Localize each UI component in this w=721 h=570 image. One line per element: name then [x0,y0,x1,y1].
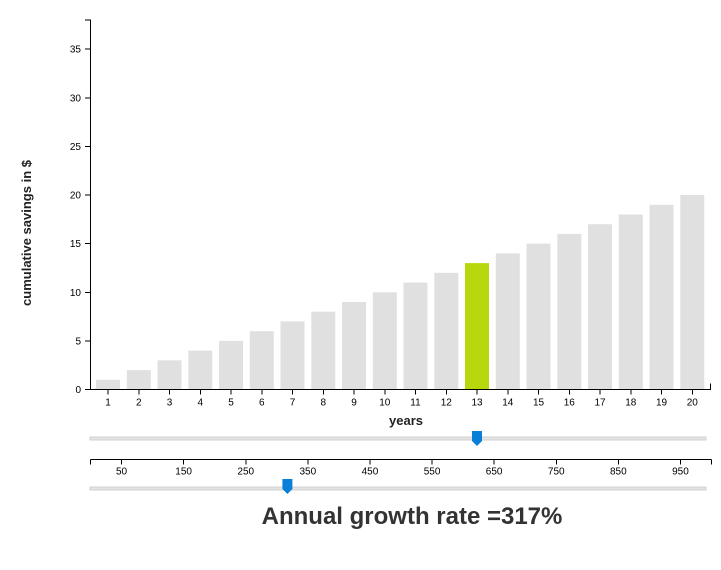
x-tick-label: 5 [228,398,234,409]
growth-rate-scale: 50 150 250 350 450 550 650 750 850 950 [90,459,712,478]
x-tick-label: 6 [259,398,265,409]
x-tick-label: 13 [471,398,483,409]
year-slider-handle[interactable] [472,431,482,446]
bar [618,214,643,390]
bar [188,350,213,390]
bar [280,321,305,390]
x-axis-title: years [389,413,423,428]
x-tick-label: 4 [197,398,203,409]
year-slider-track[interactable] [89,436,707,441]
bar [219,340,243,390]
x-tick-label: 10 [379,398,391,409]
bar [342,302,366,390]
x-tick-label: 18 [625,398,637,409]
growth-rate-tick-label: 150 [175,467,192,478]
y-axis-title: cumulative savings in $ [19,159,34,306]
bar [157,360,182,390]
y-tick-label: 25 [70,142,82,153]
bar-group [96,195,705,390]
y-tick-label: 20 [70,191,82,202]
bar [557,233,582,390]
bar [680,195,705,390]
growth-rate-tick-label: 250 [237,467,254,478]
x-tick-label: 2 [136,398,142,409]
x-tick-label: 7 [290,398,296,409]
bar [495,253,520,390]
bar [403,282,428,390]
growth-rate-slider-handle[interactable] [282,479,293,494]
x-axis: 1 2 3 4 5 6 7 8 9 10 11 12 13 14 15 16 17 18 19 20 [90,383,711,409]
growth-rate-tick-label: 350 [300,467,317,478]
bar [649,204,674,390]
bar [249,331,274,390]
bar-highlighted [465,263,489,390]
bar [588,224,612,390]
x-tick-label: 15 [533,398,545,409]
bar [434,272,459,390]
x-tick-label: 11 [410,398,421,409]
y-tick-label: 5 [75,336,81,347]
x-tick-label: 20 [687,398,699,409]
y-axis: 0 5 10 15 20 25 30 35 [70,19,91,396]
x-tick-label: 12 [441,398,453,409]
bar [96,379,120,390]
x-tick-label: 8 [320,398,326,409]
y-tick-label: 15 [70,239,82,250]
growth-rate-label: Annual growth rate =317% [262,503,563,530]
growth-rate-slider-track[interactable] [89,486,707,491]
bar [311,311,336,390]
growth-rate-tick-label: 850 [610,467,627,478]
x-tick-label: 9 [351,398,357,409]
x-tick-label: 14 [502,398,514,409]
growth-rate-tick-label: 950 [672,467,689,478]
x-tick-label: 1 [105,398,111,409]
growth-rate-slider[interactable] [89,479,707,494]
growth-rate-tick-label: 450 [362,467,379,478]
y-tick-label: 10 [70,288,82,299]
bar [126,370,151,390]
x-tick-label: 17 [594,398,606,409]
growth-rate-tick-label: 750 [548,467,565,478]
growth-rate-tick-label: 550 [424,467,441,478]
growth-rate-tick-label: 50 [116,467,128,478]
y-tick-label: 35 [70,45,82,56]
bar [372,292,397,390]
x-tick-label: 19 [656,398,668,409]
growth-rate-tick-label: 650 [486,467,503,478]
y-tick-label: 0 [75,385,81,396]
x-tick-label: 3 [167,398,173,409]
x-tick-label: 16 [564,398,576,409]
y-tick-label: 30 [70,93,82,104]
bar [526,243,551,390]
year-slider[interactable] [89,431,707,446]
